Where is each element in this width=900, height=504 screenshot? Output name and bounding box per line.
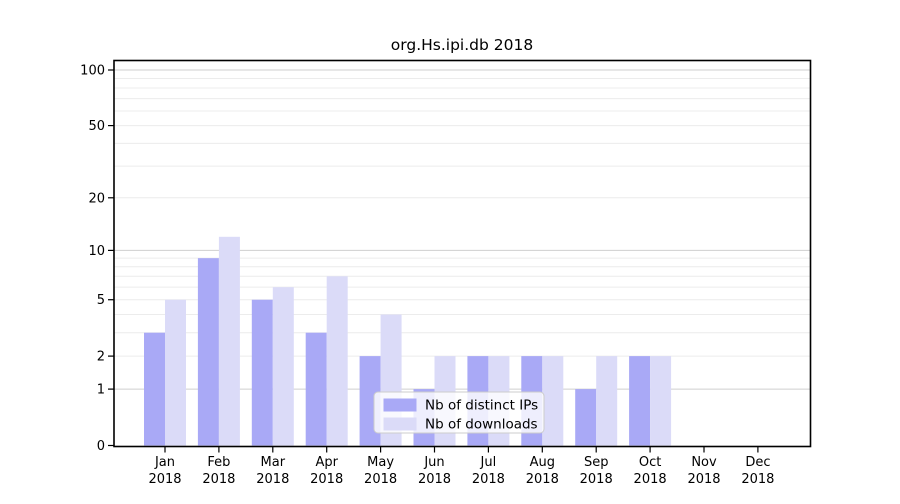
x-tick-label-year: 2018	[526, 472, 559, 487]
x-tick-label-month: Feb	[207, 455, 230, 470]
bar-downloads-apr	[326, 276, 348, 446]
bar-distinct-ips-jan	[144, 332, 165, 446]
y-tick-label: 1	[97, 383, 105, 398]
x-tick-label-year: 2018	[472, 472, 505, 487]
plot-border	[113, 59, 812, 448]
x-tick-label-month: Apr	[315, 455, 338, 470]
x-tick-label-month: Oct	[639, 455, 661, 470]
x-tick-label-month: Sep	[584, 455, 609, 470]
bar-distinct-ips-mar	[251, 299, 273, 446]
bar-downloads-aug	[542, 356, 564, 446]
y-tick-label: 50	[88, 119, 105, 134]
bar-distinct-ips-sep	[575, 389, 597, 446]
x-tick-label-year: 2018	[364, 472, 397, 487]
x-tick-label-year: 2018	[418, 472, 451, 487]
legend-swatch-distinct-ips	[383, 398, 417, 412]
bar-downloads-oct	[650, 356, 672, 446]
y-tick-label: 100	[80, 64, 105, 79]
y-tick-label: 20	[88, 191, 105, 206]
bar-distinct-ips-apr	[305, 332, 327, 446]
legend-label-distinct-ips: Nb of distinct IPs	[425, 398, 538, 414]
bar-downloads-feb	[218, 236, 240, 446]
legend-label-downloads: Nb of downloads	[425, 417, 538, 433]
x-tick-label-year: 2018	[256, 472, 289, 487]
chart-title: org.Hs.ipi.db 2018	[391, 36, 533, 54]
x-tick-label-year: 2018	[580, 472, 613, 487]
y-tick-label: 10	[88, 244, 105, 259]
bar-downloads-sep	[596, 356, 618, 446]
x-tick-label-month: May	[367, 455, 394, 470]
x-tick-label-year: 2018	[687, 472, 720, 487]
x-tick-label-month: Nov	[691, 455, 717, 470]
y-tick-label: 5	[97, 293, 105, 308]
x-tick-label-month: Mar	[261, 455, 286, 470]
x-tick-label-year: 2018	[310, 472, 343, 487]
y-tick-label: 2	[97, 350, 105, 365]
bar-downloads-mar	[272, 287, 294, 446]
legend: Nb of distinct IPs Nb of downloads	[373, 391, 545, 434]
bar-downloads-jan	[165, 299, 186, 446]
x-tick-label-month: Aug	[530, 455, 555, 470]
y-tick-label: 0	[97, 439, 105, 454]
x-tick-label-year: 2018	[634, 472, 667, 487]
x-tick-label-month: Jul	[480, 455, 497, 470]
x-tick-label-month: Jun	[423, 455, 444, 470]
bar-distinct-ips-oct	[629, 356, 651, 446]
bar-distinct-ips-feb	[197, 258, 219, 446]
x-tick-label-year: 2018	[202, 472, 235, 487]
x-tick-label-month: Dec	[745, 455, 770, 470]
x-tick-label-year: 2018	[741, 472, 774, 487]
legend-swatch-downloads	[383, 417, 417, 431]
x-tick-label-year: 2018	[148, 472, 181, 487]
x-tick-label-month: Jan	[154, 455, 175, 470]
